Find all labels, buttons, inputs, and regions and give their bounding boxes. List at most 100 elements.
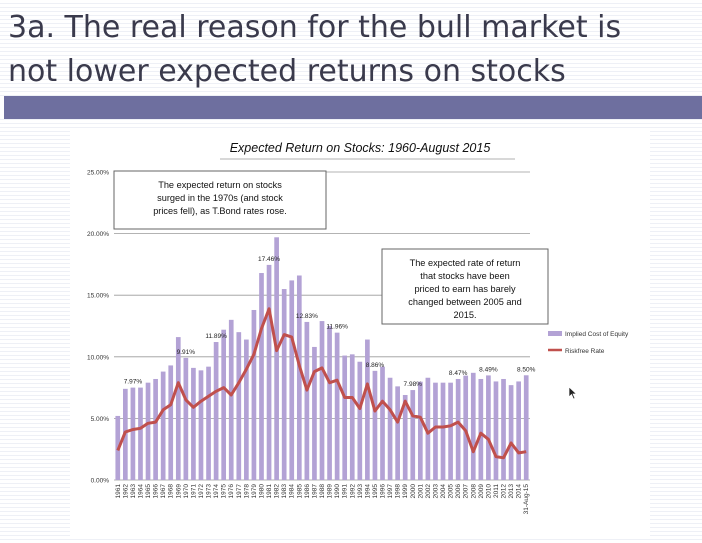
bar-implied-cost [501,378,506,480]
bar-implied-cost [130,387,136,480]
x-tick-label: 1985 [296,484,303,499]
annotation-2015-line-1: The expected rate of return [410,258,521,268]
bar-implied-cost [470,372,476,480]
bar-implied-cost [440,382,446,480]
bar-implied-cost [455,378,461,480]
slide-title-line-2: not lower expected returns on stocks [8,54,566,89]
y-tick-label: 25.00% [87,170,109,177]
bar-implied-cost [289,280,295,480]
y-tick-label: 5.00% [91,416,110,423]
bar-implied-cost [198,370,204,480]
x-tick-label: 1995 [372,484,379,499]
mouse-cursor-icon [568,386,580,400]
bar-implied-cost [221,329,227,480]
x-tick-label: 1994 [364,484,371,499]
x-tick-label: 1982 [274,484,281,499]
x-tick-label: 1993 [357,484,364,499]
bar-implied-cost [372,370,378,480]
data-label: 8.86% [366,362,385,369]
data-label: 8.47% [449,370,468,377]
data-label: 11.96% [326,324,348,331]
bar-implied-cost [138,387,143,480]
bar-implied-cost [259,273,264,480]
bar-implied-cost [410,390,416,480]
data-label: 7.98% [404,381,423,388]
annotation-2015-line-3: priced to earn has barely [414,284,516,294]
bar-implied-cost [274,237,279,480]
x-tick-label: 1976 [228,484,235,499]
x-tick-label: 2006 [455,484,462,499]
bar-implied-cost [395,386,400,480]
slide-title: 3a. The real reason for the bull market … [8,6,698,94]
x-tick-label: 2001 [417,484,424,499]
x-tick-label: 1989 [327,484,334,499]
annotation-2015-line-5: 2015. [454,310,477,320]
x-tick-label: 1987 [311,484,318,499]
x-tick-label: 1963 [130,484,137,499]
bar-series [115,237,529,480]
bar-implied-cost [402,394,408,480]
x-tick-label: 2004 [440,484,447,499]
legend-label-riskfree: Riskfree Rate [565,348,605,355]
x-tick-label: 1984 [289,484,296,499]
bar-implied-cost [175,337,181,480]
x-tick-label: 2014 [516,484,523,499]
bar-implied-cost [206,366,211,480]
x-tick-labels: 1961 1962 1963 1964 1965 1966 1967 1968 1969 1970… [115,484,530,515]
bar-implied-cost [304,321,310,480]
x-tick-label: 1971 [190,484,197,499]
data-label: 17.46% [258,256,280,263]
annotation-box-2005-2015: The expected rate of return that stocks … [381,248,549,325]
annotation-2015-line-2: that stocks have been [420,271,509,281]
data-label: 7.97% [124,379,143,386]
legend: Implied Cost of Equity Riskfree Rate [548,331,629,355]
bar-implied-cost [160,371,166,480]
data-label: 12.83% [296,313,318,320]
x-tick-label: 2013 [508,484,515,499]
x-tick-label: 1974 [213,484,220,499]
x-tick-label: 2005 [448,484,455,499]
y-tick-label: 10.00% [87,354,109,361]
bar-implied-cost [516,381,521,480]
x-tick-label: 1965 [145,484,152,499]
bar-implied-cost [145,382,151,480]
data-label: 11.89% [205,333,227,340]
x-tick-label: 1962 [122,484,129,499]
bar-implied-cost [312,346,317,480]
annotation-1970s-line-2: surged in the 1970s (and stock [157,193,283,203]
bar-implied-cost [319,321,325,480]
bar-implied-cost [266,264,272,480]
x-tick-label: 2008 [470,484,477,499]
bar-implied-cost [244,339,249,480]
x-tick-label: 1978 [243,484,250,499]
x-tick-label: 1970 [183,484,190,499]
bar-implied-cost [213,342,219,480]
data-label: 9.91% [177,349,196,356]
x-tick-label: 1969 [175,484,182,499]
x-tick-label: 1964 [137,484,144,499]
bar-implied-cost [168,365,174,480]
x-tick-label: 1967 [160,484,167,499]
bar-implied-cost [463,375,469,480]
x-tick-label: 1991 [342,484,349,499]
x-tick-label: 1980 [258,484,265,499]
bar-implied-cost [334,332,340,480]
bar-implied-cost [380,366,385,480]
bar-implied-cost [433,382,438,480]
bar-implied-cost [365,339,370,480]
x-tick-label: 2000 [410,484,417,499]
annotation-2015-line-4: changed between 2005 and [408,297,521,307]
x-tick-label: 1961 [115,484,122,499]
x-tick-label: 1986 [304,484,311,499]
x-tick-label: 1972 [198,484,205,499]
x-tick-label: 1997 [387,484,394,499]
x-tick-label: 1990 [334,484,341,499]
data-labels: 9.91% 7.97% 11.89% 17.46% 12.83% 11.96% 8.86% 7… [124,256,536,388]
annotation-1970s-line-3: prices fell), as T.Bond rates rose. [153,206,287,216]
bar-implied-cost [425,377,431,480]
x-tick-label: 2003 [432,484,439,499]
bar-implied-cost [486,375,491,480]
annotation-box-1970s: The expected return on stocks surged in … [113,170,327,230]
x-tick-label: 1998 [395,484,402,499]
legend-swatch-implied-cost [548,331,562,336]
